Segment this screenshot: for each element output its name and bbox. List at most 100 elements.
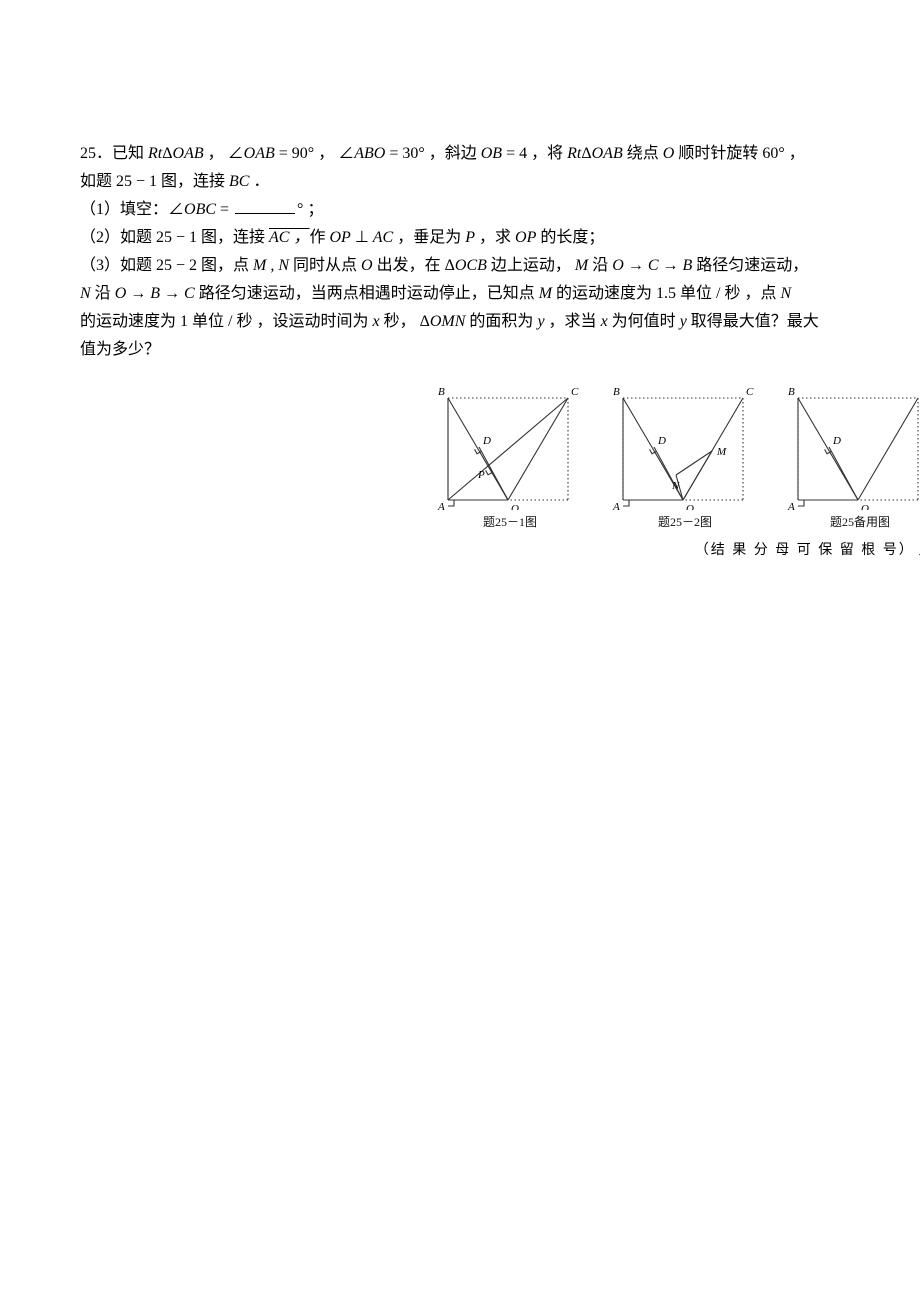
t: 沿 (91, 285, 115, 302)
t: 路径匀速运动，当两点相遇时运动停止，已知点 (195, 285, 539, 302)
math: N (80, 285, 91, 302)
t: （1）填空：∠ (80, 201, 184, 218)
math: OAB (173, 145, 204, 162)
t: （2）如题 25 − 1 图，连接 (80, 229, 269, 246)
t: ° ； (297, 201, 323, 218)
t: 边上运动， (487, 257, 575, 274)
math: y (680, 313, 687, 330)
svg-text:A: A (437, 501, 445, 510)
math: AC (373, 229, 393, 246)
math: ABO (354, 145, 385, 162)
figure-1-caption: 题25－1图 (430, 512, 590, 533)
question-1: （1）填空：∠OBC = ° ； (80, 196, 920, 224)
t: = 90° ， ∠ (275, 145, 354, 162)
t: 的运动速度为 1.5 单位 / 秒 ，点 (552, 285, 780, 302)
t: 为何值时 (608, 313, 680, 330)
math: M (575, 257, 588, 274)
svg-text:O: O (686, 503, 694, 510)
math: OAB (244, 145, 275, 162)
math: Δ (162, 145, 172, 162)
math: OP (330, 229, 351, 246)
svg-text:B: B (613, 386, 620, 398)
figure-1: A O B C D P 题25－1图 (430, 380, 590, 533)
math: OP (515, 229, 536, 246)
figure-2-caption: 题25－2图 (605, 512, 765, 533)
t: 如题 25 − 1 图，连接 (80, 173, 229, 190)
svg-text:B: B (788, 386, 795, 398)
figures-row: A O B C D P 题25－1图 A O B C D M N 题25－2图 A O B C D 题25备用… (430, 380, 920, 533)
t: 的长度； (536, 229, 604, 246)
t: = 4 ，将 (502, 145, 567, 162)
figure-2: A O B C D M N 题25－2图 (605, 380, 765, 533)
svg-text:O: O (511, 503, 519, 510)
t: 秒， Δ (380, 313, 430, 330)
question-3-line-1: （3）如题 25 − 2 图，点 M , N 同时从点 O 出发，在 ΔOCB … (80, 252, 920, 280)
math: N (780, 285, 791, 302)
math: O → C → B (612, 257, 692, 274)
t: 同时从点 (289, 257, 361, 274)
t: 顺时针旋转 60° ， (674, 145, 804, 162)
svg-text:O: O (861, 503, 869, 510)
t: 的运动速度为 1 单位 / 秒 ，设运动时间为 (80, 313, 372, 330)
problem-line-2: 如题 25 − 1 图，连接 BC ． (80, 168, 920, 196)
math: P (465, 229, 475, 246)
t: 作 (309, 229, 329, 246)
math: OB (481, 145, 502, 162)
math: O (663, 145, 675, 162)
math: OCB (455, 257, 487, 274)
t: 取得最大值？最大 (687, 313, 819, 330)
svg-text:D: D (657, 435, 666, 447)
figure-3-caption: 题25备用图 (780, 512, 920, 533)
math: OMN (430, 313, 466, 330)
svg-text:C: C (746, 386, 754, 398)
svg-text:M: M (716, 446, 727, 458)
math-overline: AC ， (269, 229, 309, 246)
figure-note: （结 果 分 母 可 保 留 根 号）↵ (430, 539, 920, 565)
t: = 30° ，斜边 (385, 145, 480, 162)
svg-text:D: D (482, 435, 491, 447)
figure-note-text: （结 果 分 母 可 保 留 根 号） (695, 543, 915, 558)
t: 绕点 (623, 145, 663, 162)
question-3-line-3: 的运动速度为 1 单位 / 秒 ，设运动时间为 x 秒， ΔOMN 的面积为 y… (80, 308, 920, 336)
math: BC (229, 173, 249, 190)
svg-text:P: P (477, 469, 485, 481)
t: ． (249, 173, 269, 190)
math: O → B → C (115, 285, 195, 302)
figures-block: A O B C D P 题25－1图 A O B C D M N 题25－2图 A O B C D 题25备用… (430, 380, 920, 565)
math: Δ (581, 145, 591, 162)
svg-text:A: A (612, 501, 620, 510)
t: ，垂足为 (393, 229, 465, 246)
figure-3: AOBCD 题25备用图 (780, 380, 920, 533)
question-2: （2）如题 25 − 1 图，连接 AC ，作 OP ⊥ AC ，垂足为 P ，… (80, 224, 920, 252)
t: 的面积为 (465, 313, 537, 330)
t: 25．已知 (80, 145, 148, 162)
math: Rt (567, 145, 581, 162)
figure-3-svg: AOBCD (780, 380, 920, 510)
t: 出发，在 Δ (373, 257, 455, 274)
math: O (361, 257, 373, 274)
math: y (537, 313, 544, 330)
math: x (601, 313, 608, 330)
t: （3）如题 25 − 2 图，点 (80, 257, 253, 274)
question-3-line-2: N 沿 O → B → C 路径匀速运动，当两点相遇时运动停止，已知点 M 的运… (80, 280, 920, 308)
figure-1-svg: A O B C D P (430, 380, 590, 510)
math: OBC (184, 201, 216, 218)
math: M (539, 285, 552, 302)
svg-text:C: C (571, 386, 579, 398)
t: ， ∠ (204, 145, 244, 162)
svg-text:D: D (832, 435, 841, 447)
t: ⊥ (351, 229, 373, 246)
t: ，求 (475, 229, 515, 246)
svg-text:A: A (787, 501, 795, 510)
svg-text:B: B (438, 386, 445, 398)
math: OAB (592, 145, 623, 162)
t: ，求当 (545, 313, 601, 330)
svg-text:N: N (671, 480, 680, 492)
math: x (372, 313, 379, 330)
figure-2-svg: A O B C D M N (605, 380, 765, 510)
t: = (216, 201, 233, 218)
t: 路径匀速运动， (692, 257, 808, 274)
math: Rt (148, 145, 162, 162)
t: 值为多少？ (80, 341, 160, 358)
t: 沿 (588, 257, 612, 274)
